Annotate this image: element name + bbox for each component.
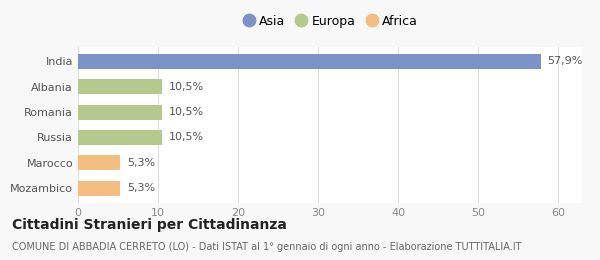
- Bar: [78, 105, 162, 120]
- Bar: [78, 180, 121, 196]
- Text: 5,3%: 5,3%: [127, 183, 155, 193]
- Legend: Asia, Europa, Africa: Asia, Europa, Africa: [238, 10, 422, 33]
- Text: COMUNE DI ABBADIA CERRETO (LO) - Dati ISTAT al 1° gennaio di ogni anno - Elabora: COMUNE DI ABBADIA CERRETO (LO) - Dati IS…: [12, 242, 521, 252]
- Bar: [78, 155, 121, 170]
- Text: 10,5%: 10,5%: [169, 132, 203, 142]
- Text: 10,5%: 10,5%: [169, 107, 203, 117]
- Text: 57,9%: 57,9%: [548, 56, 583, 67]
- Bar: [78, 79, 162, 94]
- Bar: [78, 130, 162, 145]
- Text: 5,3%: 5,3%: [127, 158, 155, 168]
- Text: Cittadini Stranieri per Cittadinanza: Cittadini Stranieri per Cittadinanza: [12, 218, 287, 232]
- Bar: [78, 54, 541, 69]
- Text: 10,5%: 10,5%: [169, 82, 203, 92]
